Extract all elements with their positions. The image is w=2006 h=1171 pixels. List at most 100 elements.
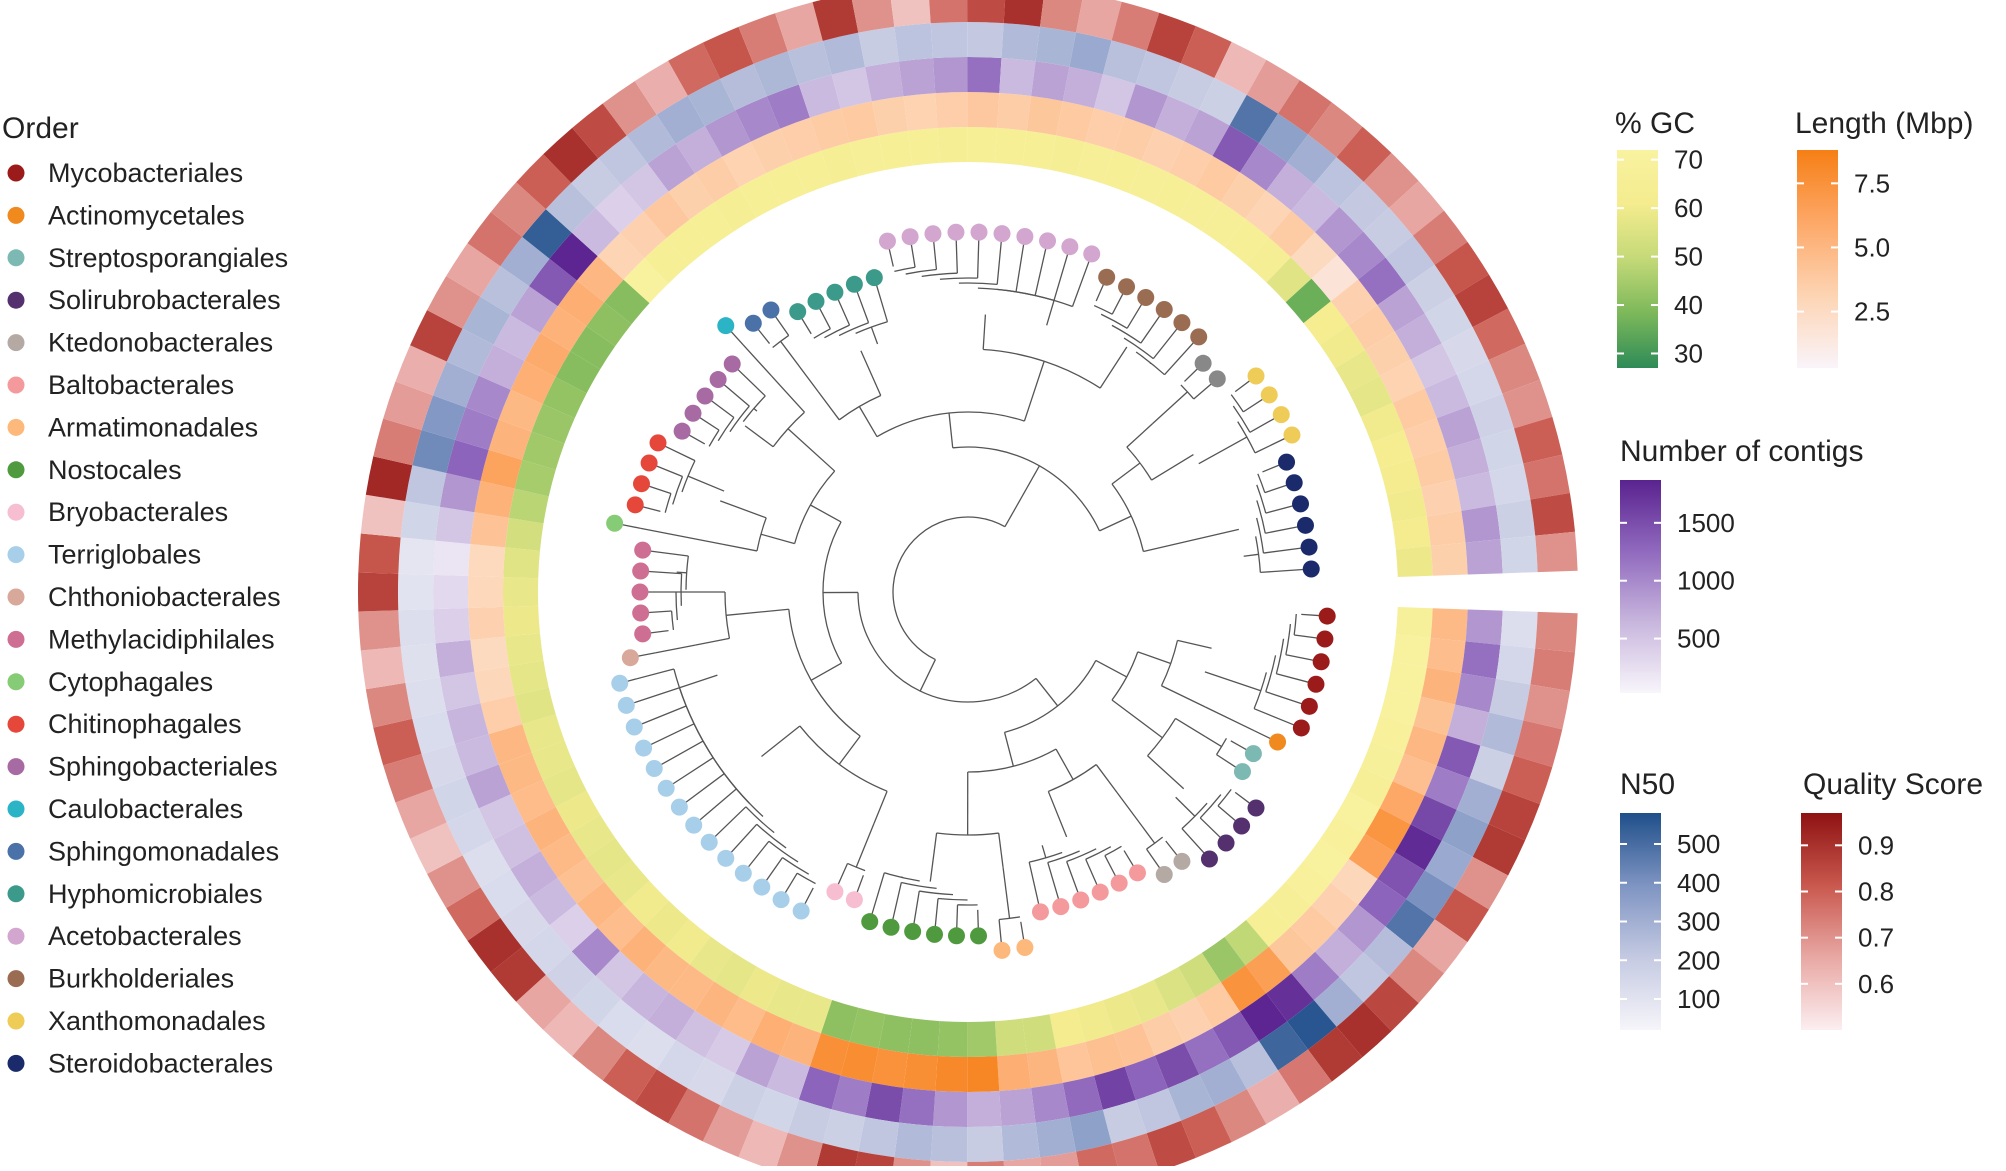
tree-branch [720, 501, 766, 518]
tree-branch [746, 807, 774, 833]
tip-nostocales [948, 927, 965, 944]
tip-baltobacterales [1129, 864, 1146, 881]
tree-branch [1138, 652, 1171, 664]
tree-branch [1262, 465, 1279, 472]
tree-branch [856, 824, 874, 868]
tree-branch [1067, 862, 1078, 893]
tree-branch [723, 544, 757, 551]
tree-branch [1048, 791, 1066, 836]
quality-cell [1535, 532, 1577, 572]
contigs-tick-label: 1000 [1677, 566, 1735, 596]
quality-cell [928, 0, 967, 23]
tree-branch [661, 741, 703, 765]
order-legend-title: Order [2, 112, 79, 145]
order-legend-swatch [8, 801, 25, 818]
tip-burkholderiales [1098, 269, 1115, 286]
tree-branch [983, 315, 985, 350]
length-cell [468, 576, 503, 608]
tip-baltobacterales [1111, 875, 1128, 892]
tip-acetobacterales [1039, 232, 1056, 249]
length-legend: Length (Mbp) 7.55.02.5 [1795, 107, 1973, 368]
tip-hyphomicrobiales [846, 276, 863, 293]
tree-branch [651, 631, 669, 633]
tree-branch [627, 669, 673, 681]
tree-branch [997, 242, 1001, 285]
length-cell [1427, 511, 1466, 546]
tree-branch [838, 863, 847, 884]
tip-nostocales [904, 923, 921, 940]
order-legend-item: Sphingomonadales [8, 836, 280, 866]
tree-branch [934, 242, 937, 270]
tip-sphingobacteriales [724, 355, 741, 372]
gc-cell [505, 633, 543, 666]
quality-cell [358, 533, 400, 573]
order-legend-swatch [8, 461, 25, 478]
tree-branch [688, 476, 724, 491]
contigs-legend-title: Number of contigs [1620, 435, 1863, 468]
n50-cell [1036, 1117, 1076, 1157]
tip-sphingobacteriales [685, 405, 702, 422]
tip-terriglobales [735, 865, 752, 882]
tip-terriglobales [646, 760, 663, 777]
gc-colorbar [1617, 150, 1658, 368]
tree-branch [1124, 851, 1133, 866]
tip-chitinophagales [641, 455, 658, 472]
tree-branch [743, 345, 771, 376]
tree-branch [949, 413, 953, 448]
order-legend-item: Burkholderiales [8, 964, 235, 994]
tree-branch [1205, 672, 1261, 691]
tip-nostocales [861, 913, 878, 930]
tree-branch [1152, 455, 1194, 481]
tip-mycobacteriales [1316, 631, 1333, 648]
order-legend-swatch [8, 1055, 25, 1072]
tree-branch [1166, 841, 1177, 855]
tip-xanthomonadales [1261, 386, 1278, 403]
tree-branch [1194, 384, 1211, 399]
gc-cell [1392, 634, 1430, 667]
tip-chitinophagales [627, 496, 644, 513]
tree-branch [757, 824, 786, 848]
order-legend-label: Mycobacteriales [48, 158, 243, 188]
order-legend-label: Solirubrobacterales [48, 285, 281, 315]
gc-cell [908, 128, 940, 166]
tip-mycobacteriales [1293, 719, 1310, 736]
tree-branch [1112, 463, 1140, 484]
length-cell [470, 512, 509, 547]
n50-tick-label: 500 [1677, 829, 1720, 859]
tip-bryobacterales [826, 883, 843, 900]
contigs-cell [435, 640, 474, 677]
tree-branch [1176, 797, 1195, 816]
tree-branch [1231, 395, 1243, 412]
length-cell [935, 92, 967, 128]
tree-branch [1127, 424, 1153, 448]
length-cell [1427, 638, 1466, 673]
tip-actinomycetales [1269, 734, 1286, 751]
tree-branch [1254, 709, 1294, 725]
gc-tick-label: 70 [1674, 145, 1703, 175]
tip-sphingobacteriales [697, 387, 714, 404]
n50-cell [1500, 611, 1537, 649]
tree-branch [788, 429, 835, 471]
n50-cell [1036, 27, 1076, 67]
contigs-cell [899, 58, 935, 96]
n50-tick-label: 100 [1677, 984, 1720, 1014]
gc-cell [503, 577, 538, 607]
tree-branch [820, 308, 831, 328]
tree-branch [919, 891, 953, 895]
quality-tick-label: 0.9 [1858, 830, 1894, 860]
tip-baltobacterales [1092, 884, 1109, 901]
tree-branch [638, 653, 656, 656]
tree-branch [1029, 862, 1038, 904]
order-legend-swatch [8, 843, 25, 860]
tip-acetobacterales [1061, 238, 1078, 255]
order-legend-label: Steroidobacterales [48, 1048, 273, 1078]
tree-branch [920, 660, 935, 692]
n50-cell [401, 643, 440, 683]
phylogenetic-tree [622, 240, 1319, 942]
tree-branch [1263, 548, 1301, 553]
tip-burkholderiales [1156, 301, 1173, 318]
tip-ktedonobacterales [1173, 853, 1190, 870]
n50-cell [967, 22, 1003, 58]
tip-acetobacterales [902, 228, 919, 245]
